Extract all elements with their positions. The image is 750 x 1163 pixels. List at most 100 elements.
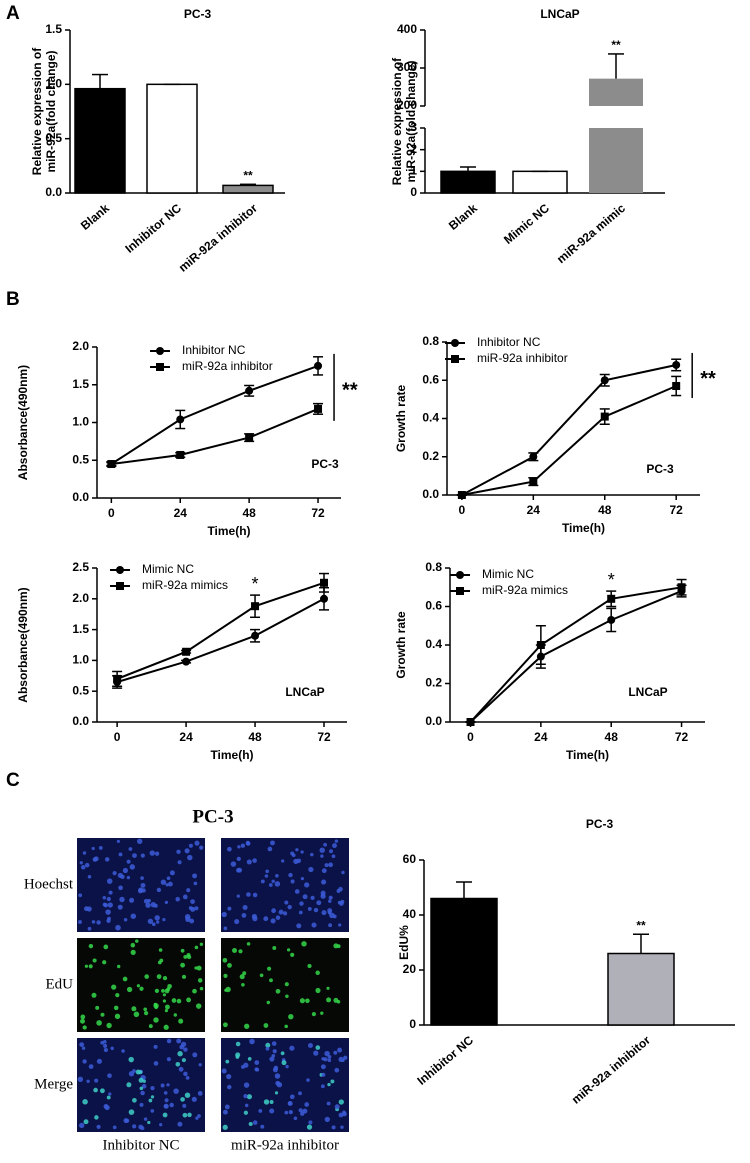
cell [106,1095,111,1100]
annotation: ** [700,368,716,390]
x-tick-label: 72 [675,730,689,744]
cell [165,883,169,887]
y-tick-label: 0.0 [45,185,62,199]
legend-label: Mimic NC [482,567,534,581]
cell [150,1085,155,1091]
cell [307,1042,314,1049]
cell [336,1000,341,1004]
cell [160,1083,165,1088]
marker [466,718,475,726]
cell [286,948,291,952]
y-axis-label: Growth rate [394,611,408,679]
marker [182,657,191,666]
cell [104,1105,110,1111]
x-axis-label: Time(h) [210,748,253,762]
cell [331,854,336,859]
cell [96,1020,102,1026]
chart-title: LNCaP [540,7,579,21]
cell [241,913,247,918]
x-tick-label: 24 [534,730,548,744]
cell [265,869,270,874]
cell [81,1046,86,1050]
cell [332,914,337,919]
legend-marker [116,582,124,590]
x-tick-label: 24 [179,730,193,744]
cell [307,906,312,911]
cell [185,1075,190,1080]
cell [242,971,247,976]
series-line [469,590,682,723]
cell [82,1099,88,1105]
cell [163,1103,169,1109]
x-tick-label: 48 [248,730,262,744]
cell [150,1095,155,1099]
cell [255,1067,260,1072]
cell [147,918,154,924]
cell [337,1047,343,1053]
cell [94,1115,99,1120]
cell [197,978,203,983]
cell [126,859,131,864]
cell [269,978,273,983]
cell [143,1007,148,1012]
cell [82,1025,87,1030]
cell [154,988,160,994]
cell [184,848,190,854]
y-tick-label: 0.5 [45,131,62,145]
series-line [111,407,319,465]
cell [184,914,191,920]
legend-marker [156,363,164,371]
marker [536,641,545,649]
cell [275,873,279,878]
y-tick-label: 0.6 [422,372,439,386]
cell [237,845,241,849]
cell [178,1066,184,1072]
cell [263,1099,270,1105]
cell [323,1057,328,1062]
annotation: * [608,570,615,590]
cell [118,885,123,891]
cell [164,900,169,905]
cell [244,1023,250,1029]
cell [162,975,168,981]
cell [232,948,237,953]
cell [126,1082,132,1088]
cell [319,847,325,853]
cell [182,1103,187,1108]
cell [227,846,232,852]
cell [221,1068,227,1074]
cell [326,997,332,1003]
y-tick-label: 0 [409,1017,416,1031]
marker [314,361,323,370]
cell [271,1041,277,1046]
cell [153,1061,159,1066]
x-tick-label: 48 [605,730,619,744]
cell [315,1045,321,1050]
cell [327,910,332,915]
cell [193,881,198,886]
cell [223,926,228,931]
cell [137,838,143,844]
cell [161,989,165,993]
cell [179,1044,185,1050]
cell [150,902,156,908]
cell [123,1118,129,1124]
cell [88,964,93,969]
cell [326,1101,331,1106]
cell [167,881,173,887]
series-line [461,364,677,496]
panel-label: A [6,3,20,24]
cell [225,1059,230,1064]
cell [159,1123,163,1127]
cell [129,897,135,903]
legend-label: miR-92a inhibitor [477,351,568,365]
cell [173,1088,179,1094]
chart-label: LNCaP [628,685,667,699]
marker [600,376,609,385]
cell [107,1073,112,1079]
cell [138,1077,144,1083]
cell [92,857,98,862]
cell [150,1109,155,1113]
chart-label: LNCaP [285,685,324,699]
cell [274,1073,281,1079]
